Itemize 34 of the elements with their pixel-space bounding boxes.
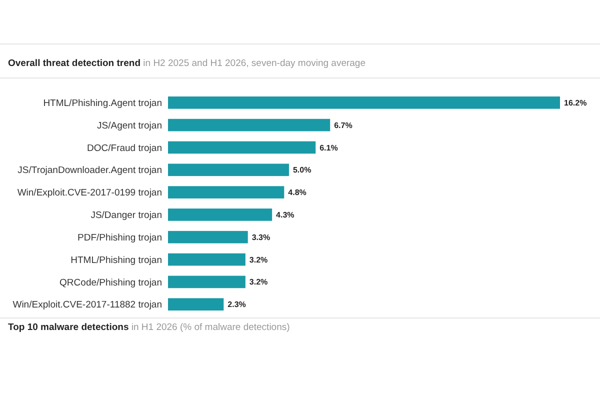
bar	[168, 164, 289, 176]
y-tick-label: JS/Danger trojan	[90, 210, 162, 222]
text: Top 10 malware detections	[8, 322, 129, 333]
y-tick-label: HTML/Phishing trojan	[70, 254, 162, 266]
data-label: 4.8%	[288, 188, 306, 198]
y-tick-label: Win/Exploit.CVE-2017-11882 trojan	[12, 300, 162, 311]
data-label: 4.3%	[276, 210, 294, 220]
text: Overall threat detection trend	[8, 58, 141, 69]
y-tick-label: DOC/Fraud trojan	[87, 142, 162, 154]
data-label: 6.7%	[334, 120, 352, 130]
bar	[168, 96, 560, 109]
bar	[168, 141, 316, 154]
data-label: 6.1%	[320, 143, 338, 152]
bar	[168, 253, 246, 266]
data-label: 2.3%	[228, 300, 246, 310]
bar	[168, 276, 246, 288]
bar	[168, 230, 248, 244]
bar	[168, 208, 272, 221]
bar	[168, 298, 224, 311]
data-label: 3.2%	[249, 278, 268, 287]
chart-subtitle: in H2 2025 and H1 2026, seven-day moving average	[140, 58, 366, 69]
data-label: 3.3%	[252, 232, 270, 242]
y-tick-label: JS/TrojanDownloader.Agent trojan	[18, 165, 162, 176]
text: in H1 2026 (% of malware detections)	[128, 322, 290, 333]
bar	[168, 186, 284, 198]
data-label: 16.2%	[564, 98, 587, 108]
data-label: 5.0%	[292, 166, 312, 175]
y-tick-label: Win/Exploit.CVE-2017-0199 trojan	[17, 188, 162, 199]
y-tick-label: QRCode/Phishing trojan	[60, 277, 162, 288]
y-tick-label: JS/Agent trojan	[97, 120, 162, 132]
y-tick-label: HTML/Phishing.Agent trojan	[43, 98, 162, 109]
bar	[168, 118, 330, 132]
data-label: 3.2%	[249, 255, 268, 264]
y-tick-label: PDF/Phishing trojan	[78, 232, 162, 244]
